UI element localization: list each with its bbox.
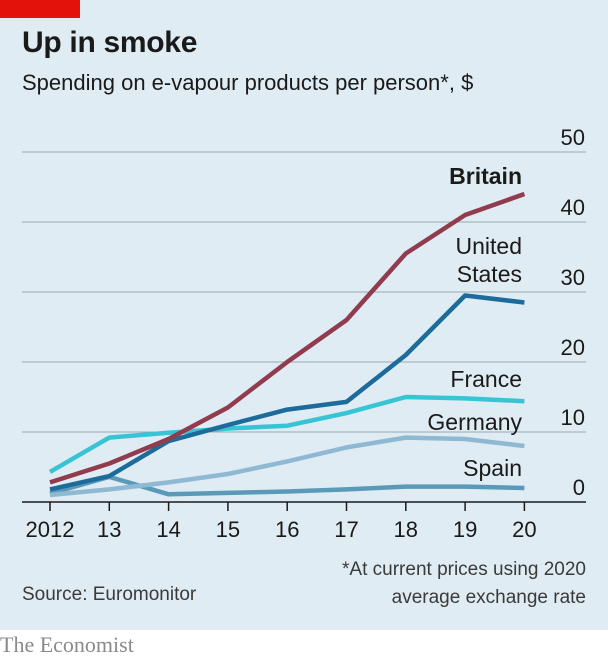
x-tick-label: 19 — [453, 517, 477, 542]
gridlines — [22, 151, 586, 433]
chart-title: Up in smoke — [22, 26, 198, 59]
series-line-france — [48, 394, 525, 474]
x-tick-label: 13 — [97, 517, 121, 542]
y-tick-label: 20 — [561, 335, 585, 360]
x-tick-label: 15 — [216, 517, 240, 542]
x-tick-label: 18 — [394, 517, 418, 542]
y-axis-tick-labels: 0 10 20 30 40 50 — [561, 125, 585, 500]
series-label-germany: Germany — [427, 409, 522, 435]
y-tick-label: 10 — [561, 405, 585, 430]
x-tick-label: 17 — [334, 517, 358, 542]
x-tick-label: 20 — [512, 517, 536, 542]
economist-logo: The Economist — [0, 632, 134, 657]
series-line-germany — [49, 435, 525, 498]
footnote-line-1: *At current prices using 2020 — [342, 559, 586, 580]
series-line-spain — [49, 474, 525, 497]
series-label-united-states: States — [457, 261, 522, 287]
x-axis: 2012 13 14 15 16 17 18 19 20 — [22, 501, 586, 542]
y-tick-label: 50 — [561, 125, 585, 150]
chart-subtitle: Spending on e-vapour products per person… — [22, 70, 474, 95]
y-tick-label: 0 — [573, 475, 585, 500]
series-line-britain — [49, 191, 526, 485]
y-tick-label: 40 — [561, 195, 585, 220]
series-label-united-states: United — [456, 233, 522, 259]
x-tick-label: 2012 — [26, 517, 75, 542]
series-label-britain: Britain — [449, 163, 522, 189]
y-tick-label: 30 — [561, 265, 585, 290]
brand-red-tag — [0, 0, 80, 18]
footnote-line-2: average exchange rate — [391, 587, 586, 608]
chart-figure: Up in smoke Spending on e-vapour product… — [0, 0, 608, 630]
series-line-united-states — [49, 293, 525, 492]
source-note: Source: Euromonitor — [22, 584, 197, 605]
x-tick-label: 14 — [156, 517, 180, 542]
series-label-spain: Spain — [463, 455, 522, 481]
footnote: *At current prices using 2020 average ex… — [342, 556, 586, 612]
x-tick-label: 16 — [275, 517, 299, 542]
series-lines — [48, 191, 526, 498]
series-label-france: France — [450, 366, 522, 392]
line-chart: 0 10 20 30 40 50 2012 13 14 15 16 17 18 19 20 Britain… — [22, 125, 586, 542]
